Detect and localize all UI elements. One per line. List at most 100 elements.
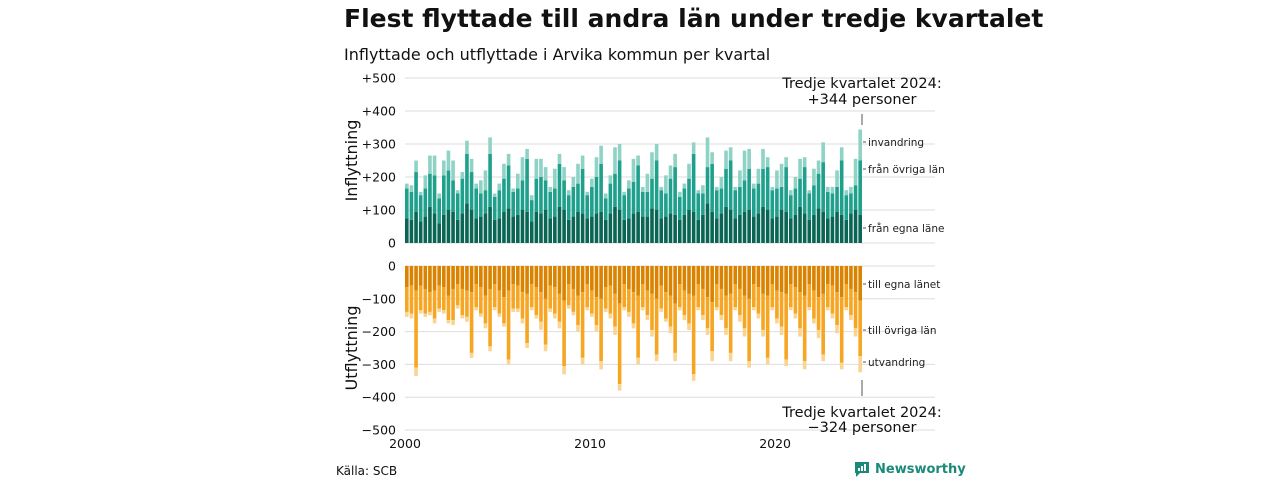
- bar-segment: [511, 191, 516, 217]
- bar-segment: [696, 266, 701, 285]
- bar-segment: [548, 191, 553, 219]
- bar-segment: [414, 266, 418, 291]
- bar-segment: [793, 214, 798, 243]
- bar-segment: [520, 266, 525, 293]
- bar-segment: [821, 142, 825, 163]
- bar-segment: [455, 284, 460, 306]
- bar-segment: [668, 213, 673, 243]
- bar-segment: [751, 188, 756, 217]
- bar-segment: [488, 266, 492, 289]
- bar-segment: [798, 292, 802, 329]
- bar-segment: [580, 213, 585, 243]
- bar-segment: [608, 285, 613, 314]
- bar-segment: [636, 295, 640, 358]
- bar-segment: [460, 172, 465, 179]
- bar-segment: [557, 321, 562, 329]
- bar-segment: [802, 361, 807, 370]
- bar-segment: [488, 137, 492, 154]
- bar-segment: [525, 266, 529, 294]
- bar-segment: [793, 287, 798, 314]
- y-tick-label: +400: [362, 104, 396, 119]
- bar-segment: [696, 219, 701, 243]
- bar-segment: [742, 266, 747, 296]
- bar-segment: [617, 266, 622, 304]
- bar-segment: [469, 352, 474, 358]
- y-tick-label: −100: [362, 291, 396, 306]
- bar-segment: [553, 287, 557, 314]
- bar-segment: [516, 308, 520, 312]
- bar-segment: [761, 266, 765, 294]
- bar-segment: [594, 297, 599, 326]
- bar-segment: [516, 188, 520, 215]
- bar-segment: [733, 190, 738, 219]
- bar-segment: [858, 266, 862, 301]
- bar-segment: [405, 266, 409, 288]
- y-tick-label: +200: [362, 170, 396, 185]
- bar-segment: [742, 211, 747, 243]
- bar-segment: [775, 216, 779, 243]
- bar-segment: [784, 266, 788, 294]
- bar-segment: [465, 140, 469, 154]
- bar-segment: [668, 326, 673, 334]
- bar-segment: [682, 315, 687, 321]
- bar-segment: [719, 266, 724, 289]
- bar-segment: [812, 214, 816, 243]
- brand-logo: Newsworthy: [854, 461, 966, 478]
- bar-segment: [566, 190, 571, 196]
- annotation-value: +344 personer: [807, 92, 916, 108]
- bar-segment: [566, 219, 571, 243]
- bar-segment: [677, 307, 682, 311]
- y-tick-label: −500: [362, 423, 396, 438]
- bar-segment: [409, 313, 414, 319]
- bar-segment: [802, 167, 807, 214]
- bar-segment: [502, 178, 506, 212]
- annotation-label: Tredje kvartalet 2024:: [781, 405, 941, 421]
- bar-segment: [576, 266, 580, 296]
- bar-segment: [599, 361, 603, 370]
- bar-segment: [418, 285, 423, 311]
- bar-segment: [502, 297, 506, 324]
- bar-segment: [849, 288, 853, 316]
- bar-segment: [839, 362, 844, 370]
- bar-segment: [788, 266, 793, 285]
- bar-segment: [696, 190, 701, 194]
- bar-segment: [594, 213, 599, 243]
- bar-segment: [853, 266, 858, 293]
- bar-segment: [414, 172, 418, 212]
- bar-segment: [520, 210, 525, 243]
- bar-segment: [636, 165, 640, 212]
- series-label: till egna länet: [868, 279, 940, 291]
- bar-segment: [479, 313, 483, 317]
- bar-segment: [571, 177, 576, 187]
- bar-segment: [599, 298, 603, 362]
- bar-segment: [807, 219, 812, 243]
- bar-segment: [645, 173, 650, 192]
- bar-segment: [479, 193, 483, 217]
- bar-segment: [701, 315, 705, 321]
- bar-segment: [465, 203, 469, 243]
- bar-segment: [839, 266, 844, 298]
- bar-segment: [687, 163, 691, 179]
- bar-segment: [812, 185, 816, 215]
- bar-segment: [557, 266, 562, 294]
- bar-segment: [534, 211, 539, 243]
- y-tick-label: +500: [362, 71, 396, 86]
- bar-segment: [428, 292, 432, 312]
- bar-segment: [747, 361, 751, 368]
- bar-segment: [682, 183, 687, 189]
- bar-segment: [844, 307, 849, 311]
- bar-segment: [534, 266, 539, 288]
- bar-segment: [432, 290, 437, 319]
- bar-segment: [719, 188, 724, 214]
- bar-segment: [714, 307, 719, 311]
- bar-segment: [738, 288, 742, 316]
- bar-segment: [516, 285, 520, 309]
- bar-segment: [798, 158, 802, 179]
- bar-segment: [543, 266, 548, 299]
- bar-segment: [775, 170, 779, 189]
- bar-segment: [631, 292, 636, 324]
- bar-segment: [825, 218, 830, 243]
- bar-segment: [798, 178, 802, 207]
- bar-segment: [724, 266, 728, 296]
- bar-segment: [446, 295, 451, 321]
